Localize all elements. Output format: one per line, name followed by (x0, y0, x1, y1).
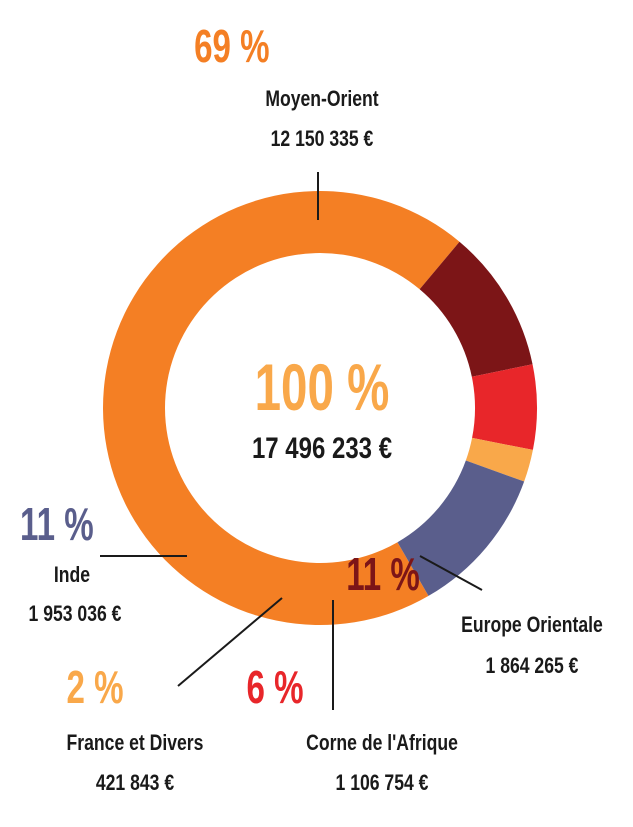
slice-label-inde-percent: 11 % (20, 500, 94, 550)
slice-label-corne-name: Corne de l'Afrique (306, 731, 458, 755)
slice-label-corne-percent: 6 % (247, 663, 304, 713)
slice-europe-orientale (419, 241, 533, 377)
leader-line-france (177, 597, 283, 687)
slice-france (465, 437, 533, 482)
slice-label-france-percent: 2 % (67, 663, 124, 713)
slice-label-moyen-orient-percent: 69 % (194, 22, 269, 72)
slice-label-europe-orientale-name: Europe Orientale (461, 613, 603, 637)
slice-label-europe-orientale-percent: 11 % (346, 550, 420, 600)
slice-label-inde-name: Inde (54, 563, 90, 587)
total-percent: 100 % (255, 351, 390, 424)
leader-lines (100, 172, 483, 710)
slice-label-moyen-orient-name: Moyen-Orient (265, 87, 379, 111)
slice-label-europe-orientale-amount: 1 864 265 € (486, 654, 579, 678)
slice-label-france-amount: 421 843 € (96, 771, 174, 795)
leader-line-europe-orientale (419, 555, 483, 591)
slice-moyen-orient (102, 190, 460, 625)
slice-label-france-name: France et Divers (67, 731, 204, 755)
slice-label-moyen-orient-amount: 12 150 335 € (271, 127, 374, 151)
slice-label-inde-amount: 1 953 036 € (29, 602, 122, 626)
slice-label-corne-amount: 1 106 754 € (336, 771, 429, 795)
slice-corne (471, 364, 537, 450)
total-amount: 17 496 233 € (252, 430, 392, 464)
